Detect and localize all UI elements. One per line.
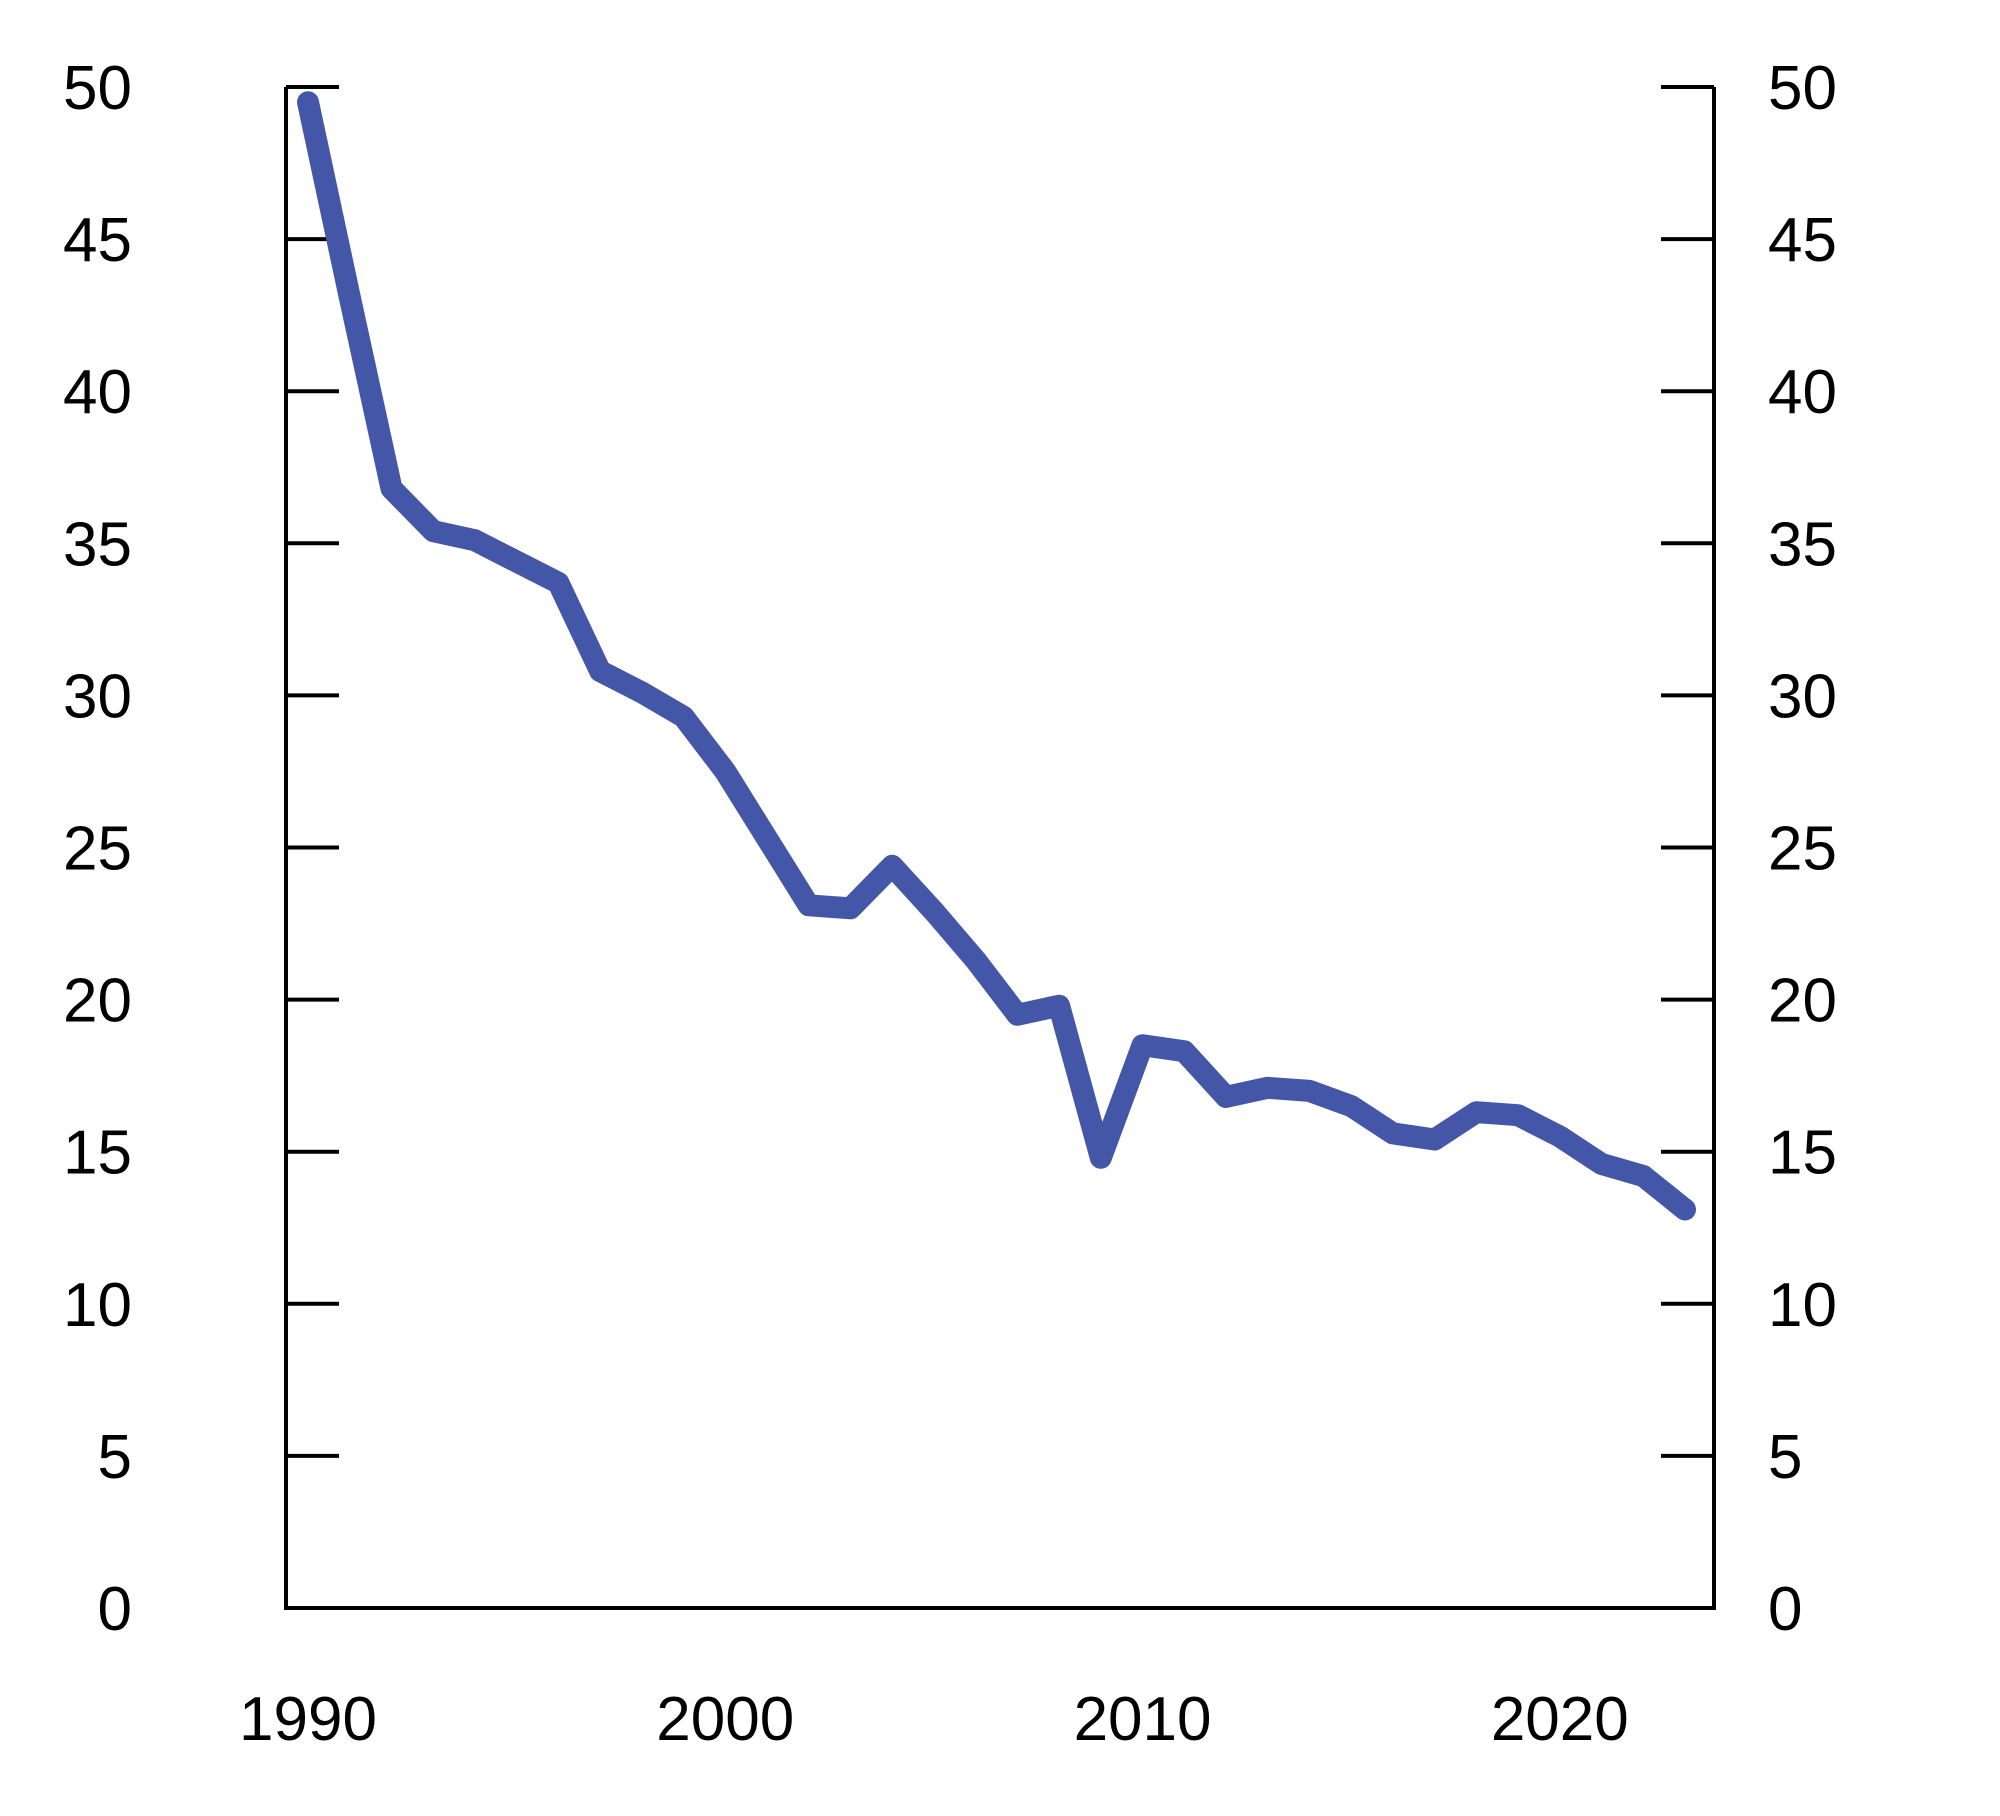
y-tick-label-right: 5 [1768,1423,1802,1492]
y-axis-right: 0 5 10 15 20 25 30 35 40 45 50 [1661,54,1837,1644]
y-tick-label-right: 15 [1768,1119,1837,1188]
y-tick-label-left: 5 [98,1423,132,1492]
y-tick-label-right: 30 [1768,662,1837,731]
y-tick-label-left: 50 [63,54,132,123]
y-tick-label-right: 50 [1768,54,1837,123]
y-tick-label-right: 40 [1768,358,1837,427]
x-tick-label: 2000 [656,1685,794,1754]
x-tick-label: 1990 [239,1685,377,1754]
y-tick-label-right: 20 [1768,967,1837,1036]
y-tick-label-right: 45 [1768,206,1837,275]
x-tick-label: 2010 [1074,1685,1212,1754]
y-tick-label-left: 0 [98,1575,132,1644]
x-tick-label: 2020 [1491,1685,1629,1754]
y-tick-label-left: 35 [63,510,132,579]
y-axis-left: 0 5 10 15 20 25 30 35 40 45 50 [63,54,339,1644]
axis-lines [284,87,1716,1610]
data-line-series [297,91,1696,1221]
y-tick-label-right: 25 [1768,815,1837,884]
y-tick-label-left: 30 [63,662,132,731]
y-tick-label-right: 35 [1768,510,1837,579]
y-tick-label-left: 40 [63,358,132,427]
x-axis: 1990 2000 2010 2020 [239,1685,1629,1754]
y-tick-label-left: 25 [63,815,132,884]
y-tick-label-left: 45 [63,206,132,275]
y-tick-label-left: 20 [63,967,132,1036]
data-series-group [297,91,1696,1221]
y-tick-label-right: 0 [1768,1575,1802,1644]
y-tick-label-left: 15 [63,1119,132,1188]
y-tick-label-right: 10 [1768,1271,1837,1340]
y-tick-label-left: 10 [63,1271,132,1340]
